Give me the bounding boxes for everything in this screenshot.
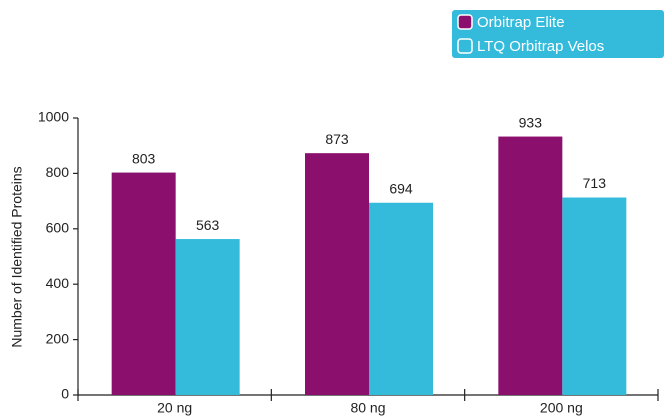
y-tick-label: 0 bbox=[61, 386, 69, 402]
y-axis-label: Number of Identified Proteins bbox=[9, 166, 25, 347]
legend-swatch bbox=[457, 14, 473, 30]
value-label: 694 bbox=[389, 180, 413, 196]
y-tick-label: 600 bbox=[46, 220, 70, 236]
bar bbox=[498, 136, 563, 395]
value-label: 563 bbox=[196, 217, 220, 233]
value-label: 873 bbox=[325, 131, 349, 147]
x-tick-label: 80 ng bbox=[350, 400, 385, 416]
y-tick-label: 400 bbox=[46, 275, 70, 291]
legend-label: Orbitrap Elite bbox=[477, 14, 565, 31]
bar bbox=[562, 197, 627, 395]
y-tick-label: 1000 bbox=[38, 109, 69, 125]
bar bbox=[305, 153, 369, 395]
legend-swatch bbox=[457, 38, 473, 54]
bar bbox=[111, 172, 176, 395]
x-tick-label: 20 ng bbox=[157, 400, 192, 416]
value-label: 803 bbox=[132, 150, 156, 166]
x-tick-label: 200 ng bbox=[540, 400, 583, 416]
value-label: 933 bbox=[519, 114, 543, 130]
legend-box bbox=[452, 10, 664, 58]
y-tick-label: 200 bbox=[46, 330, 70, 346]
bar bbox=[175, 239, 240, 395]
legend-label: LTQ Orbitrap Velos bbox=[477, 38, 604, 55]
y-tick-label: 800 bbox=[46, 164, 70, 180]
bar bbox=[369, 202, 433, 395]
value-label: 713 bbox=[583, 175, 607, 191]
